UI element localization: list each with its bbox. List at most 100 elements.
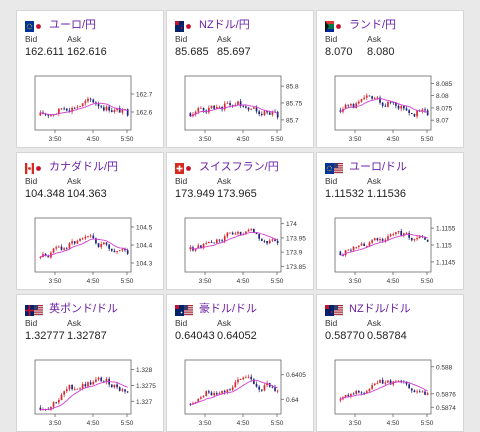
pair-link[interactable]: カナダドル/円 [25, 159, 118, 174]
candle-body [226, 102, 229, 104]
ask-label: Ask [367, 34, 382, 44]
x-tick-label: 5:50 [421, 278, 434, 285]
candle-body [218, 239, 221, 241]
candle-body [213, 242, 215, 244]
pair-link[interactable]: ユーロ/ドル [325, 159, 408, 174]
y-tick-label: 1.3275 [136, 383, 156, 390]
candle-body [237, 231, 239, 234]
rate-card-eur-usd[interactable]: ユーロ/ドル Bid Ask 1.11532 1.11536 1.1155 1.1… [316, 152, 464, 290]
pair-link[interactable]: ユーロ/円 [25, 17, 96, 32]
ask-value: 1.32787 [67, 330, 107, 342]
bid-label: Bid [25, 176, 38, 186]
candle-body [363, 243, 365, 247]
candle-body [124, 389, 126, 392]
candle-body [413, 239, 416, 241]
candle-body [200, 397, 202, 399]
pair-link[interactable]: NZドル/ドル [325, 301, 411, 316]
candle-body [108, 244, 110, 249]
candle-body [223, 390, 226, 393]
candle-body [189, 247, 192, 250]
y-tick-label: 162.7 [136, 92, 153, 99]
rate-card-zar-jpy[interactable]: ランド/円 Bid Ask 8.070 8.080 8.085 8.08 8.075… [316, 10, 464, 148]
y-tick-label: 173.9 [286, 250, 303, 257]
rate-card-aud-usd[interactable]: 豪ドル/ドル Bid Ask 0.64043 0.64052 0.6405 0.6… [166, 294, 314, 432]
gb-us-flag-icon [25, 303, 43, 316]
candle-body [81, 384, 84, 389]
pair-name: ユーロ/ドル [349, 161, 408, 173]
candle-body [194, 248, 197, 251]
candle-body [226, 232, 229, 237]
pair-name: 英ポンド/ドル [49, 303, 119, 315]
pair-link[interactable]: 英ポンド/ドル [25, 301, 119, 316]
rate-card-nzd-jpy[interactable]: NZドル/円 Bid Ask 85.685 85.697 85.8 85.75 85… [166, 10, 314, 148]
au-us-flag-icon [175, 303, 193, 316]
rate-card-chf-jpy[interactable]: スイスフラン/円 Bid Ask 173.949 173.965 174 173.… [166, 152, 314, 290]
x-tick-label: 4:50 [87, 136, 100, 143]
candle-body [263, 240, 266, 242]
candle-body [71, 107, 73, 112]
candle-body [39, 112, 42, 116]
ask-label: Ask [367, 176, 382, 186]
candle-body [103, 242, 105, 245]
candle-body [381, 239, 384, 241]
candle-body [231, 232, 234, 235]
candle-body [268, 112, 271, 115]
candle-body [76, 240, 79, 244]
candle-body [52, 114, 55, 116]
pair-link[interactable]: ランド/円 [325, 17, 396, 32]
chart-svg: 1.1155 1.115 1.1145 3:50 4:50 5:50 [334, 217, 456, 285]
plot-frame [34, 217, 132, 273]
candle-body [405, 233, 408, 234]
candle-body [234, 104, 237, 106]
candle-body [215, 107, 218, 109]
mini-chart: 0.6405 0.64 3:50 4:50 5:50 [171, 352, 313, 430]
candle-body [100, 244, 103, 248]
ask-label: Ask [217, 318, 232, 328]
candle-body [213, 105, 215, 109]
nz-us-flag-icon [325, 303, 343, 316]
rate-card-cad-jpy[interactable]: カナダドル/円 Bid Ask 104.348 104.363 104.5 104… [16, 152, 164, 290]
candle-body [271, 386, 274, 388]
x-tick-label: 4:50 [237, 278, 250, 285]
candle-body [221, 390, 223, 394]
candle-body [387, 236, 389, 240]
rate-card-gbp-usd[interactable]: 英ポンド/ドル Bid Ask 1.32777 1.32787 1.328 1.3… [16, 294, 164, 432]
candle-body [360, 99, 363, 102]
candle-body [408, 110, 410, 113]
pair-link[interactable]: NZドル/円 [175, 17, 250, 32]
candle-body [200, 245, 202, 249]
candle-body [76, 106, 79, 108]
candle-body [58, 246, 60, 248]
candle-body [79, 388, 81, 390]
pair-link[interactable]: スイスフラン/円 [175, 159, 279, 174]
candle-body [350, 393, 352, 397]
candle-body [202, 243, 205, 249]
candle-body [408, 233, 410, 238]
candle-body [358, 101, 360, 104]
candle-body [405, 381, 408, 385]
mini-chart: 1.1155 1.115 1.1145 3:50 4:50 5:50 [321, 210, 463, 288]
candle-body [274, 239, 276, 241]
candle-body [410, 388, 413, 391]
candle-body [266, 382, 268, 386]
ask-value: 0.64052 [217, 330, 257, 342]
bid-label: Bid [175, 34, 188, 44]
rate-card-eur-jpy[interactable]: ユーロ/円 Bid Ask 162.611 162.616 162.7 162.6… [16, 10, 164, 148]
moving-average-line [40, 380, 128, 411]
candle-body [97, 104, 100, 107]
candle-body [255, 107, 258, 112]
candle-body [73, 107, 76, 109]
ask-value: 162.616 [67, 46, 107, 58]
rate-card-nzd-usd[interactable]: NZドル/ドル Bid Ask 0.58770 0.58784 0.588 0.5… [316, 294, 464, 432]
candle-body [350, 103, 352, 106]
ask-value: 104.363 [67, 188, 107, 200]
y-tick-label: 162.6 [136, 110, 153, 117]
chart-svg: 174 173.95 173.9 173.85 3:50 4:50 5:50 [184, 217, 306, 285]
candle-body [344, 104, 347, 109]
candle-body [258, 386, 260, 390]
pair-link[interactable]: 豪ドル/ドル [175, 301, 257, 316]
candle-body [263, 385, 266, 391]
x-tick-label: 4:50 [237, 420, 250, 427]
candle-body [208, 107, 210, 113]
candle-body [379, 379, 381, 383]
